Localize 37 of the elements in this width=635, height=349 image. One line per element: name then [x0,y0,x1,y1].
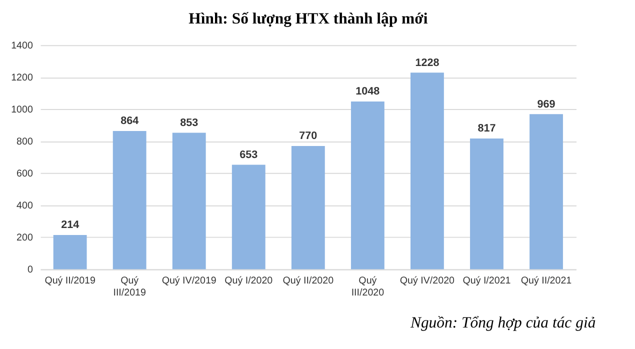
bar [350,101,384,270]
y-tick-label: 1200 [11,72,34,84]
bar [410,72,444,270]
data-label: 853 [180,116,198,129]
y-tick-label: 1400 [11,40,34,52]
x-tick-label: Quý IV/2019 [162,276,216,287]
y-tick-label: 800 [16,136,34,148]
bar [232,164,266,270]
x-tick-label: Quý III/2019 [113,276,146,298]
data-label: 817 [478,122,496,135]
x-tick-label: Quý II/2019 [44,276,96,287]
data-label: 1228 [415,56,440,69]
x-tick-label: Quý II/2020 [282,276,334,287]
x-tick-label: Quý I/2020 [224,276,274,287]
bar [53,235,87,270]
x-tick-label: Quý IV/2020 [400,276,456,287]
bar [470,138,504,270]
bar [112,130,146,270]
data-label: 770 [299,130,318,142]
chart-title: Hình: Số lượng HTX thành lập mới [188,10,428,28]
y-tick-label: 200 [16,232,34,244]
data-label: 653 [240,148,258,161]
x-tick-label: Quý III/2020 [351,276,385,298]
bar [530,114,563,270]
x-tick-label: Quý I/2021 [462,276,511,287]
data-label: 864 [120,115,139,128]
data-label: 969 [537,98,556,110]
text: Nguồn: Tổng hợp của tác giả [409,314,596,332]
y-tick-label: 600 [16,168,34,180]
bar [291,146,325,270]
data-label: 214 [61,219,80,232]
y-tick-label: 400 [16,200,34,212]
bar [172,132,206,270]
data-label: 1048 [356,86,380,98]
y-tick-label: 1000 [11,104,34,116]
y-tick-label: 0 [27,264,34,276]
x-tick-label: Quý II/2021 [520,276,572,287]
